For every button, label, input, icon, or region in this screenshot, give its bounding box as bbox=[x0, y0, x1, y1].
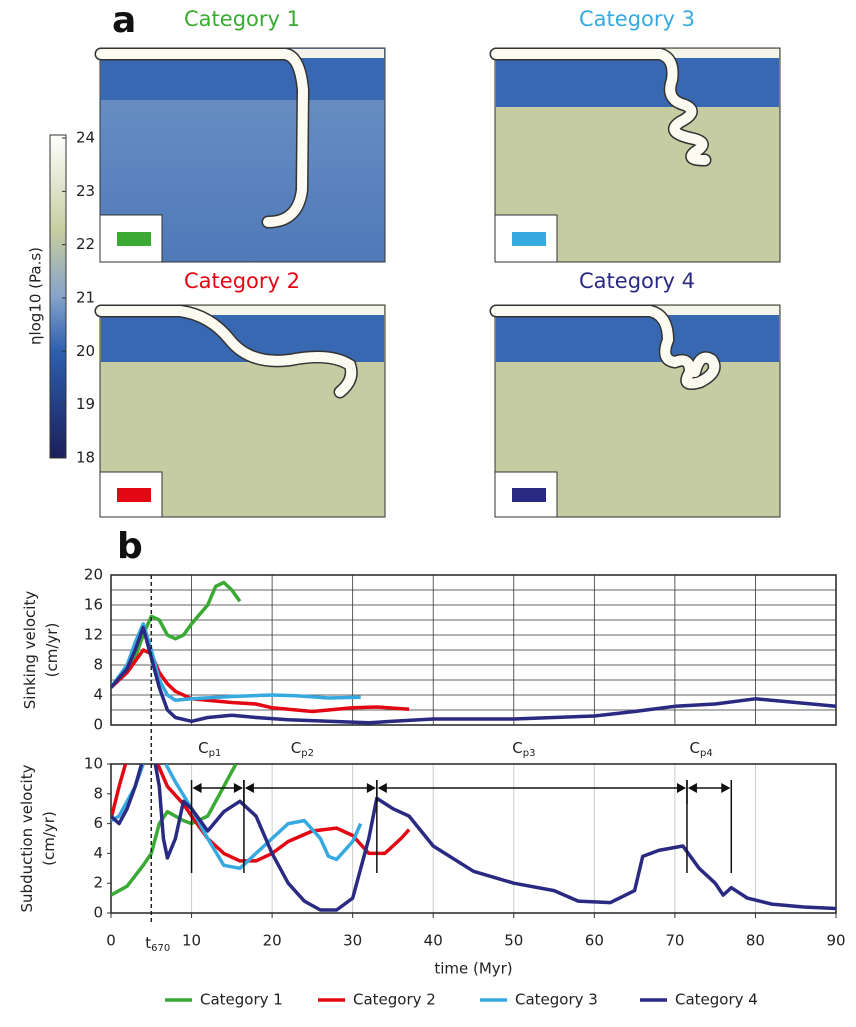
snapshot bbox=[94, 304, 386, 518]
panel-title: Category 3 bbox=[579, 7, 695, 31]
category-swatch bbox=[117, 232, 151, 246]
x-tick-label: 50 bbox=[504, 932, 523, 950]
x-tick-label: 30 bbox=[343, 932, 362, 950]
y-tick-label: 6 bbox=[93, 814, 103, 832]
phase-sub: p3 bbox=[523, 748, 536, 759]
phase-label: Cp4 bbox=[690, 739, 713, 760]
series-line bbox=[111, 764, 363, 871]
y-axis-label: Sinking velocity (cm/yr) bbox=[21, 591, 61, 710]
t670-label: t670 bbox=[145, 934, 170, 955]
x-tick-label: 0 bbox=[106, 932, 116, 950]
x-tick-label: 40 bbox=[424, 932, 443, 950]
arrow-head bbox=[687, 783, 697, 793]
y-tick-label: 0 bbox=[93, 904, 103, 922]
series-line bbox=[111, 622, 361, 703]
snapshot bbox=[489, 47, 781, 263]
legend-label: Category 3 bbox=[515, 991, 598, 1009]
t670-text: t bbox=[145, 934, 151, 952]
y-tick-label: 8 bbox=[93, 784, 103, 802]
y-tick-label: 20 bbox=[84, 566, 103, 584]
arrow-head bbox=[233, 783, 243, 793]
phase-text: C bbox=[512, 739, 522, 757]
phase-sub: p2 bbox=[301, 748, 314, 759]
colorbar-tick-label: 22 bbox=[76, 235, 95, 253]
y-tick-label: 10 bbox=[84, 755, 103, 773]
colorbar-tick-label: 19 bbox=[76, 395, 95, 413]
colorbar-tick-label: 20 bbox=[76, 342, 95, 360]
y-tick-label: 12 bbox=[84, 626, 103, 644]
phase-sub: p4 bbox=[700, 748, 713, 759]
category-swatch bbox=[117, 488, 151, 502]
x-tick-label: 70 bbox=[665, 932, 684, 950]
panel-label: b bbox=[117, 526, 143, 567]
arrow-head bbox=[721, 783, 731, 793]
t670-sub: 670 bbox=[151, 943, 170, 954]
y-axis-label-line: (cm/yr) bbox=[40, 811, 58, 866]
panel-title: Category 2 bbox=[184, 269, 300, 293]
arrow-head bbox=[366, 783, 376, 793]
y-tick-label: 8 bbox=[93, 656, 103, 674]
y-tick-label: 4 bbox=[93, 844, 103, 862]
phase-text: C bbox=[198, 739, 208, 757]
y-axis-label-line: Subduction velocity bbox=[18, 764, 36, 912]
legend-label: Category 4 bbox=[675, 991, 758, 1009]
panel-title: Category 4 bbox=[579, 269, 695, 293]
category-swatch bbox=[512, 232, 546, 246]
x-axis-label: time (Myr) bbox=[434, 960, 512, 978]
snapshot bbox=[94, 47, 386, 263]
y-tick-label: 2 bbox=[93, 874, 103, 892]
legend-label: Category 2 bbox=[353, 991, 436, 1009]
panel-label: a bbox=[112, 0, 136, 41]
x-tick-label: 90 bbox=[826, 932, 845, 950]
category-swatch bbox=[512, 488, 546, 502]
panel-title: Category 1 bbox=[184, 7, 300, 31]
colorbar bbox=[49, 134, 67, 459]
phase-label: Cp3 bbox=[512, 739, 535, 760]
colorbar-tick-label: 23 bbox=[76, 182, 95, 200]
series-line bbox=[111, 764, 411, 863]
colorbar-label: ηlog10 (Pa.s) bbox=[27, 247, 45, 345]
y-axis-label: Subduction velocity (cm/yr) bbox=[18, 764, 58, 912]
y-tick-label: 0 bbox=[93, 716, 103, 734]
phase-text: C bbox=[690, 739, 700, 757]
x-tick-label: 10 bbox=[182, 932, 201, 950]
arrow-head bbox=[192, 783, 202, 793]
arrow-head bbox=[676, 783, 686, 793]
arrow-head bbox=[244, 783, 254, 793]
plot-frame bbox=[110, 763, 837, 914]
legend-label: Category 1 bbox=[200, 991, 283, 1009]
series-line bbox=[111, 764, 238, 897]
colorbar-tick-label: 18 bbox=[76, 449, 95, 467]
y-axis-label-line: Sinking velocity bbox=[21, 591, 39, 710]
y-tick-label: 4 bbox=[93, 686, 103, 704]
phase-sub: p1 bbox=[209, 748, 222, 759]
phase-label: Cp2 bbox=[291, 739, 314, 760]
arrow-head bbox=[377, 783, 387, 793]
series-line bbox=[111, 625, 836, 725]
colorbar-tick-label: 21 bbox=[76, 289, 95, 307]
y-axis-label-line: (cm/yr) bbox=[43, 623, 61, 678]
x-tick-label: 60 bbox=[585, 932, 604, 950]
colorbar-tick-label: 24 bbox=[76, 129, 95, 147]
plot-frame bbox=[110, 574, 837, 726]
snapshot bbox=[489, 304, 781, 518]
series-line bbox=[111, 764, 836, 912]
phase-label: Cp1 bbox=[198, 739, 221, 760]
y-tick-label: 16 bbox=[84, 596, 103, 614]
x-tick-label: 80 bbox=[746, 932, 765, 950]
x-tick-label: 20 bbox=[263, 932, 282, 950]
phase-text: C bbox=[291, 739, 301, 757]
